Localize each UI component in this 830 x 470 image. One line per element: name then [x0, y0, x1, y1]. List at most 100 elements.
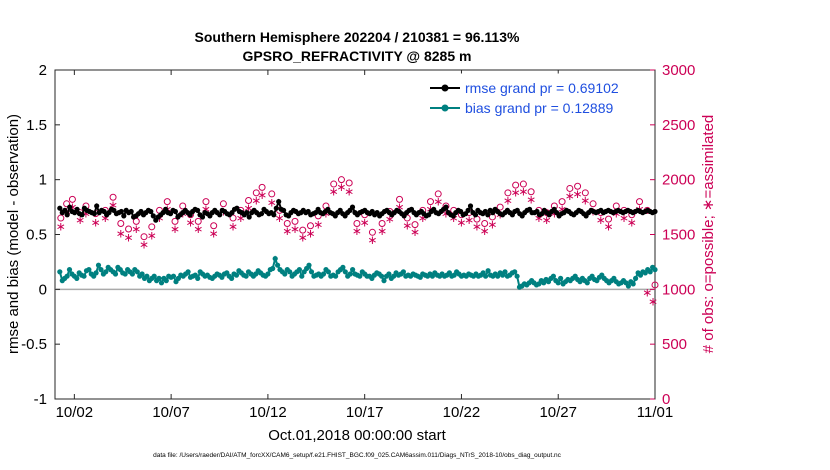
legend-box	[424, 73, 652, 121]
rmse-point	[485, 212, 491, 218]
obs-assimilated-point: ∗	[385, 212, 395, 226]
bias-point	[144, 273, 150, 279]
obs-possible-point	[117, 220, 125, 228]
obs-possible-point	[229, 214, 237, 222]
obs-possible-point	[496, 203, 504, 211]
obs-assimilated-point: ∗	[131, 222, 141, 236]
y-left-tick-label: -1	[34, 391, 47, 408]
legend-rmse-marker	[441, 84, 449, 92]
obs-assimilated-point: ∗	[193, 222, 203, 236]
obs-assimilated-point: ∗	[394, 200, 404, 214]
bias-point	[333, 273, 339, 279]
obs-assimilated-point: ∗	[526, 192, 536, 206]
obs-possible-point	[179, 202, 187, 210]
legend-rmse-label: rmse grand pr = 0.69102	[465, 80, 619, 96]
obs-assimilated-point: ∗	[557, 202, 567, 216]
rmse-point	[62, 207, 68, 213]
plot-area	[54, 69, 656, 400]
obs-possible-point	[337, 176, 345, 184]
bias-point	[633, 275, 639, 281]
rmse-point	[273, 205, 279, 211]
footnote: data file: /Users/raeder/DAI/ATM_forcXX/…	[153, 452, 562, 459]
obs-possible-point	[68, 195, 76, 203]
bias-point	[652, 267, 658, 273]
rmse-point	[150, 213, 156, 219]
obs-assimilated-point: ∗	[619, 211, 629, 225]
rmse-point	[276, 199, 282, 205]
obs-assimilated-point: ∗	[124, 231, 134, 245]
y-right-tick-label: 1500	[662, 227, 695, 244]
bias-point	[342, 269, 348, 275]
bias-point	[340, 264, 346, 270]
rmse-point	[244, 210, 250, 216]
obs-assimilated-point: ∗	[228, 220, 238, 234]
bias-point	[66, 267, 73, 273]
obs-possible-point	[306, 222, 314, 230]
bias-point	[308, 269, 315, 275]
bias-point	[287, 269, 293, 275]
obs-assimilated-point: ∗	[367, 233, 377, 247]
obs-possible-point	[291, 217, 299, 225]
rmse-point	[57, 205, 63, 211]
bias-point	[320, 271, 327, 277]
obs-possible-point	[504, 189, 512, 197]
rmse-point	[94, 203, 100, 209]
bias-point	[233, 272, 240, 278]
obs-assimilated-point: ∗	[464, 213, 474, 227]
rmse-point	[349, 204, 356, 210]
obs-possible-point	[651, 281, 659, 289]
bias-point	[647, 269, 653, 275]
obs-possible-point	[283, 220, 291, 228]
obs-assimilated-point: ∗	[290, 222, 300, 236]
rmse-point	[258, 211, 265, 217]
bias-point	[325, 269, 331, 275]
obs-assimilated-point: ∗	[267, 196, 277, 210]
obs-assimilated-point: ∗	[336, 180, 346, 194]
bias-point	[151, 273, 157, 279]
obs-possible-point	[581, 189, 589, 197]
bias-point	[625, 283, 632, 289]
bias-point	[270, 265, 276, 272]
bias-point	[357, 273, 363, 279]
obs-possible-point	[481, 220, 489, 228]
obs-possible-point	[636, 198, 644, 206]
obs-possible-point	[558, 198, 566, 206]
y-left-tick-label: 2	[39, 62, 47, 79]
rmse-point	[64, 212, 70, 218]
rmse-point	[217, 212, 223, 218]
obs-assimilated-point: ∗	[352, 224, 362, 238]
obs-assimilated-point: ∗	[511, 186, 521, 200]
obs-assimilated-point: ∗	[565, 189, 575, 203]
y-right-tick-label: 1000	[662, 281, 695, 298]
y-right-tick-label: 0	[662, 391, 670, 408]
bias-point	[558, 275, 564, 281]
y-right-tick-label: 2000	[662, 172, 695, 189]
bias-point	[502, 269, 508, 275]
obs-assimilated-point: ∗	[209, 226, 219, 240]
legend-bias-label: bias grand pr = 0.12889	[465, 100, 613, 116]
bias-point	[483, 273, 489, 279]
bias-point	[265, 271, 271, 277]
bias-point	[134, 269, 140, 275]
obs-possible-point	[345, 179, 353, 187]
obs-possible-point	[163, 198, 171, 206]
y-axis-left-label: rmse and bias (model - observation)	[5, 114, 22, 354]
obs-possible-point	[194, 217, 202, 225]
obs-assimilated-point: ∗	[344, 185, 354, 199]
obs-assimilated-point: ∗	[604, 220, 614, 234]
bias-point	[229, 275, 235, 281]
obs-possible-point	[396, 195, 404, 203]
obs-assimilated-point: ∗	[244, 201, 254, 215]
x-tick-label: 10/02	[56, 404, 94, 421]
bias-point	[139, 271, 145, 277]
rmse-point	[465, 207, 471, 213]
bias-point	[400, 269, 406, 275]
bias-point	[86, 267, 92, 273]
x-axis-label: Oct.01,2018 00:00:00 start	[268, 427, 446, 444]
obs-assimilated-point: ∗	[329, 185, 339, 199]
obs-possible-point	[252, 189, 260, 197]
obs-assimilated-point: ∗	[170, 222, 180, 236]
obs-possible-point	[148, 223, 156, 231]
rmse-point	[271, 212, 277, 218]
obs-assimilated-point: ∗	[236, 211, 246, 225]
